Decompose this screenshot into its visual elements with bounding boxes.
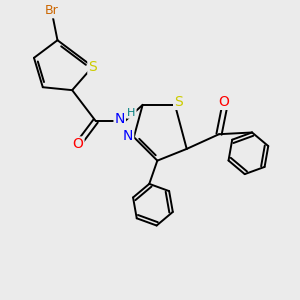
Text: Br: Br xyxy=(45,4,58,17)
Text: N: N xyxy=(115,112,125,126)
Text: N: N xyxy=(123,129,133,143)
Text: S: S xyxy=(88,60,97,74)
Text: S: S xyxy=(174,95,183,109)
Text: O: O xyxy=(218,95,229,109)
Text: O: O xyxy=(73,137,83,152)
Text: H: H xyxy=(127,108,136,118)
